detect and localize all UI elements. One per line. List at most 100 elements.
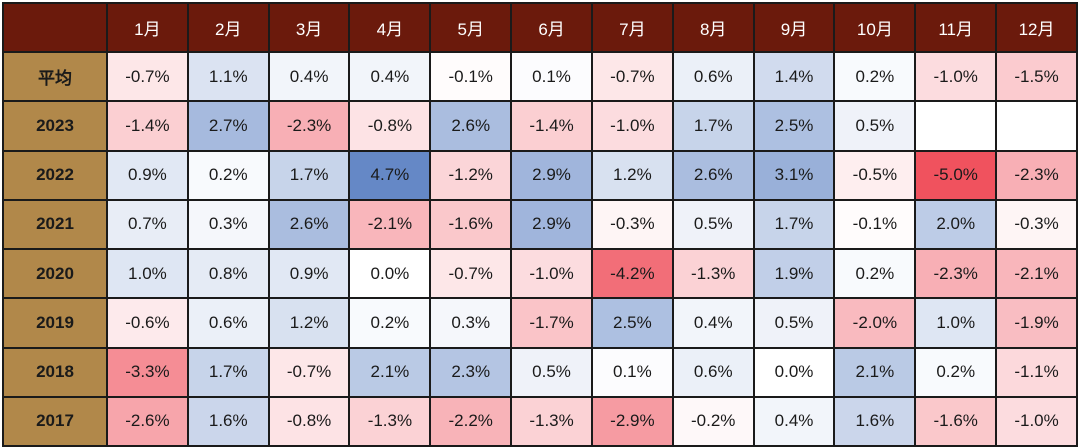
heatmap-cell: -2.2% xyxy=(429,395,513,447)
heatmap-cell: 0.9% xyxy=(106,149,189,201)
heatmap-cell: -1.5% xyxy=(995,51,1078,103)
heatmap-cell: -2.1% xyxy=(348,198,432,251)
table-row: 2021 0.7% 0.3% 2.6% -2.1% -1.6% 2.9% -0.3% 0.5% 1… xyxy=(2,198,1078,251)
heatmap-cell: 0.2% xyxy=(348,297,432,349)
heatmap-cell: -2.3% xyxy=(914,248,998,300)
heatmap-cell: 1.0% xyxy=(914,297,998,349)
heatmap-cell: -1.0% xyxy=(590,100,674,152)
heatmap-cell: 0.2% xyxy=(833,248,917,300)
heatmap-cell: -2.3% xyxy=(267,100,351,152)
heatmap-cell: 2.5% xyxy=(590,297,674,349)
heatmap-body: 平均 -0.7% 1.1% 0.4% 0.4% -0.1% 0.1% -0.7% 0.6% 1.4… xyxy=(2,51,1078,447)
heatmap-cell: -2.1% xyxy=(995,248,1078,300)
column-header: 8月 xyxy=(671,1,755,54)
heatmap-cell: 2.3% xyxy=(429,346,513,398)
heatmap-cell: -1.6% xyxy=(914,395,998,447)
heatmap-cell: 2.6% xyxy=(671,149,755,201)
heatmap-cell: 3.1% xyxy=(752,149,836,201)
heatmap-cell: -1.4% xyxy=(510,100,593,152)
column-header: 3月 xyxy=(267,1,351,54)
table-row: 2017 -2.6% 1.6% -0.8% -1.3% -2.2% -1.3% -2.9% -0… xyxy=(2,395,1078,447)
heatmap-cell: 0.4% xyxy=(267,51,351,103)
column-header: 9月 xyxy=(752,1,836,54)
row-label: 2022 xyxy=(2,149,108,201)
table-row: 2023 -1.4% 2.7% -2.3% -0.8% 2.6% -1.4% -1.0% 1.7… xyxy=(2,100,1078,152)
heatmap-cell: 4.7% xyxy=(348,149,432,201)
heatmap-cell: 0.1% xyxy=(510,51,593,103)
heatmap-cell: -1.0% xyxy=(914,51,998,103)
row-label: 平均 xyxy=(2,51,108,103)
heatmap-cell: 0.9% xyxy=(267,248,351,300)
column-header: 7月 xyxy=(590,1,674,54)
heatmap-cell: 2.9% xyxy=(510,149,593,201)
column-header: 12月 xyxy=(995,1,1078,54)
row-label: 2023 xyxy=(2,100,108,152)
row-label: 2019 xyxy=(2,297,108,349)
heatmap-cell xyxy=(914,100,998,152)
heatmap-cell: -0.7% xyxy=(267,346,351,398)
heatmap-cell: 1.6% xyxy=(833,395,917,447)
heatmap-cell: -1.0% xyxy=(995,395,1078,447)
heatmap-cell: 0.3% xyxy=(186,198,270,251)
heatmap-cell: -0.5% xyxy=(833,149,917,201)
heatmap-cell: -0.6% xyxy=(106,297,189,349)
column-header: 4月 xyxy=(348,1,432,54)
heatmap-cell: -0.7% xyxy=(590,51,674,103)
row-label: 2018 xyxy=(2,346,108,398)
heatmap-cell: 0.5% xyxy=(510,346,593,398)
heatmap-cell: -1.0% xyxy=(510,248,593,300)
corner-cell xyxy=(2,1,108,54)
heatmap-cell: -1.9% xyxy=(995,297,1078,349)
table-row: 2018 -3.3% 1.7% -0.7% 2.1% 2.3% 0.5% 0.1% 0.6% 0.… xyxy=(2,346,1078,398)
heatmap-cell: -0.3% xyxy=(995,198,1078,251)
heatmap-cell: 0.6% xyxy=(671,346,755,398)
heatmap-cell: 1.2% xyxy=(267,297,351,349)
column-header: 11月 xyxy=(914,1,998,54)
heatmap-cell: -2.9% xyxy=(590,395,674,447)
heatmap-cell: 1.6% xyxy=(186,395,270,447)
heatmap-cell: 0.2% xyxy=(186,149,270,201)
heatmap-cell: -2.0% xyxy=(833,297,917,349)
heatmap-cell: 0.2% xyxy=(833,51,917,103)
heatmap-cell: 0.5% xyxy=(671,198,755,251)
heatmap-cell: -1.2% xyxy=(429,149,513,201)
column-header: 10月 xyxy=(833,1,917,54)
heatmap-cell: 2.6% xyxy=(429,100,513,152)
heatmap-cell: 0.8% xyxy=(186,248,270,300)
heatmap-cell: 2.6% xyxy=(267,198,351,251)
heatmap-cell: 1.7% xyxy=(752,198,836,251)
heatmap-cell: 0.7% xyxy=(106,198,189,251)
table-row: 2020 1.0% 0.8% 0.9% 0.0% -0.7% -1.0% -4.2% -1.3%… xyxy=(2,248,1078,300)
heatmap-cell: 2.7% xyxy=(186,100,270,152)
heatmap-cell: 0.4% xyxy=(348,51,432,103)
heatmap-cell: -3.3% xyxy=(106,346,189,398)
heatmap-cell: -0.8% xyxy=(267,395,351,447)
column-header: 2月 xyxy=(186,1,270,54)
heatmap-cell: 1.7% xyxy=(671,100,755,152)
table-row: 2022 0.9% 0.2% 1.7% 4.7% -1.2% 2.9% 1.2% 2.6% 3.1… xyxy=(2,149,1078,201)
heatmap-cell: 0.5% xyxy=(833,100,917,152)
column-header: 1月 xyxy=(106,1,189,54)
row-label: 2017 xyxy=(2,395,108,447)
heatmap-cell: 0.4% xyxy=(671,297,755,349)
heatmap-cell: -1.7% xyxy=(510,297,593,349)
heatmap-cell: -0.7% xyxy=(106,51,189,103)
heatmap-cell: -1.4% xyxy=(106,100,189,152)
heatmap-cell xyxy=(995,100,1078,152)
heatmap-cell: -5.0% xyxy=(914,149,998,201)
heatmap-cell: -1.6% xyxy=(429,198,513,251)
heatmap-cell: -0.1% xyxy=(429,51,513,103)
header-row: 1月 2月 3月 4月 5月 6月 7月 8月 9月 10月 11月 12月 xyxy=(2,1,1078,54)
heatmap-cell: -0.3% xyxy=(590,198,674,251)
heatmap-cell: -0.8% xyxy=(348,100,432,152)
heatmap-cell: 1.0% xyxy=(106,248,189,300)
heatmap-cell: 1.9% xyxy=(752,248,836,300)
heatmap-cell: 1.2% xyxy=(590,149,674,201)
heatmap-cell: 2.0% xyxy=(914,198,998,251)
heatmap-cell: -2.3% xyxy=(995,149,1078,201)
heatmap-cell: -1.3% xyxy=(348,395,432,447)
heatmap-cell: -1.3% xyxy=(671,248,755,300)
heatmap-cell: 0.6% xyxy=(186,297,270,349)
heatmap-cell: 0.6% xyxy=(671,51,755,103)
